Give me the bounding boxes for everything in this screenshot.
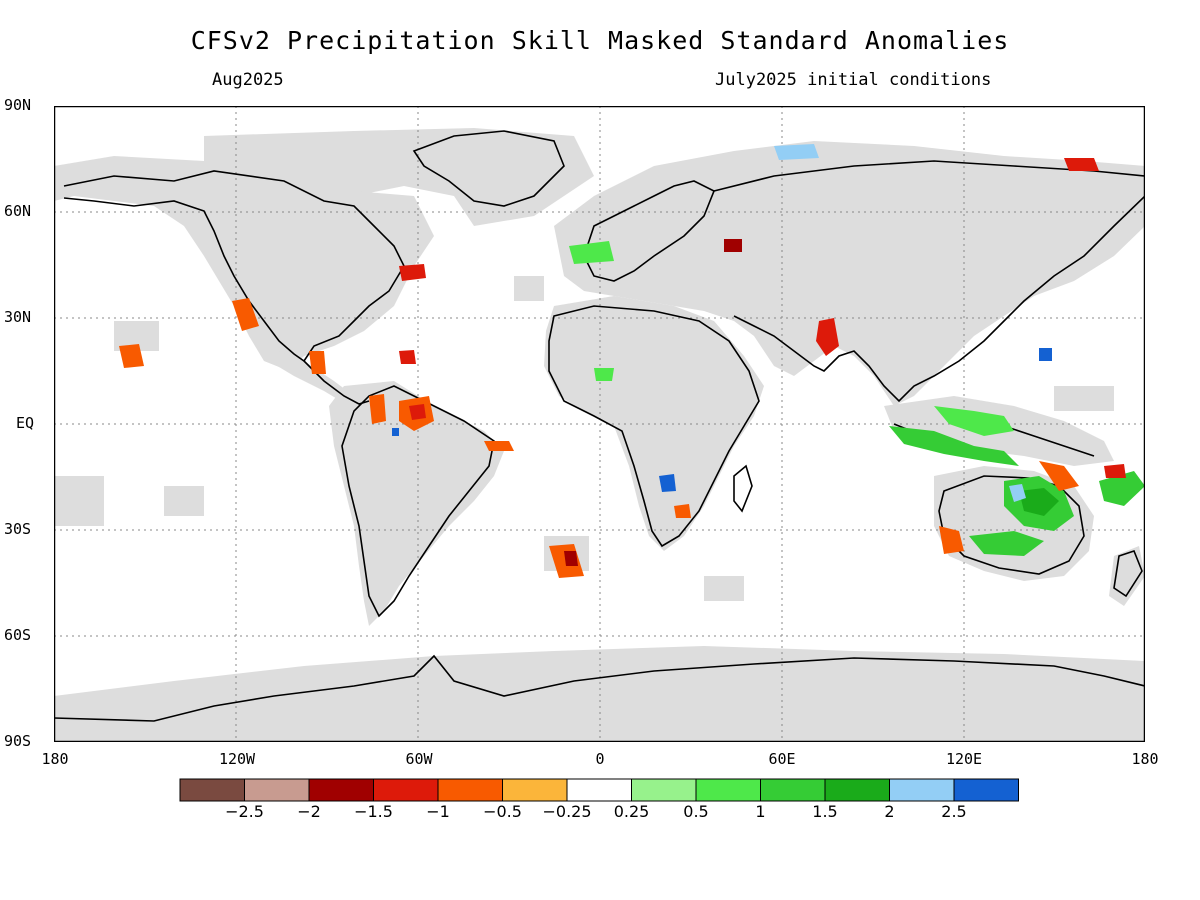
- map-title: CFSv2 Precipitation Skill Masked Standar…: [190, 26, 1010, 55]
- lon-label-60e: 60E: [768, 750, 796, 768]
- colorbar-swatch: [631, 778, 697, 802]
- masked-patch: [514, 276, 544, 301]
- anomaly-patch-positive: [889, 426, 1019, 466]
- lat-label-90n: 90N: [4, 96, 32, 114]
- lon-label-180e: 180: [1131, 750, 1159, 768]
- colorbar-label: 2: [884, 802, 895, 821]
- anomaly-patch-positive: [594, 368, 614, 381]
- anomaly-patch-positive: [1019, 488, 1059, 516]
- colorbar-swatch: [695, 778, 761, 802]
- colorbar-swatch: [308, 778, 374, 802]
- initial-conditions: July2025 initial conditions: [715, 70, 992, 90]
- lon-label-0: 0: [595, 750, 605, 768]
- anomaly-patch-wet: [392, 428, 399, 436]
- colorbar-label: −2: [297, 802, 321, 821]
- coast-antarctica: [54, 654, 1145, 722]
- colorbar-label: −1.5: [354, 802, 393, 821]
- colorbar-swatch: [179, 778, 245, 802]
- anomaly-patch-negative: [939, 526, 964, 554]
- anomaly-patch-negative: [816, 318, 839, 356]
- colorbar-swatch: [502, 778, 568, 802]
- anomaly-patch-wet: [1009, 484, 1026, 502]
- anomaly-patch-negative: [1039, 461, 1079, 491]
- masked-south-america: [329, 381, 504, 626]
- lon-label-120w: 120W: [218, 750, 256, 768]
- colorbar-label: −2.5: [225, 802, 264, 821]
- colorbar-label: −0.5: [483, 802, 522, 821]
- colorbar-swatch: [824, 778, 890, 802]
- anomaly-patch-dry: [659, 474, 676, 492]
- map-frame: [54, 106, 1145, 742]
- anomaly-patch-negative: [484, 441, 514, 451]
- forecast-month: Aug2025: [212, 70, 284, 90]
- anomaly-patch-positive: [569, 241, 614, 264]
- lat-label-90s: 90S: [4, 732, 32, 750]
- coast-south-america: [341, 385, 495, 618]
- anomaly-patch-negative: [399, 264, 426, 281]
- colorbar-label: 2.5: [941, 802, 967, 821]
- colorbar-swatch: [437, 778, 503, 802]
- colorbar-swatch: [953, 778, 1019, 802]
- coast-africa: [548, 305, 760, 548]
- masked-arctic: [204, 128, 594, 226]
- colorbar-label: 1: [755, 802, 766, 821]
- colorbar: [179, 778, 1019, 802]
- coast-north-america: [63, 170, 405, 363]
- anomaly-patch-negative: [232, 298, 259, 331]
- global-anomaly-map: [54, 106, 1145, 742]
- colorbar-label: 0.25: [613, 802, 650, 821]
- masked-north-america: [54, 156, 434, 371]
- colorbar-label: −1: [426, 802, 450, 821]
- anomaly-patch-negative: [119, 344, 144, 368]
- masked-eurasia: [554, 141, 1145, 406]
- anomaly-patch-positive: [934, 406, 1014, 436]
- colorbar-label: −0.25: [542, 802, 592, 821]
- anomaly-patch-negative: [1104, 464, 1126, 478]
- lon-label-120e: 120E: [945, 750, 983, 768]
- anomaly-patch-negative: [309, 351, 326, 374]
- anomaly-patch-negative: [369, 394, 386, 424]
- colorbar-label: 0.5: [683, 802, 709, 821]
- anomaly-patches: [119, 144, 1145, 578]
- colorbar-swatch: [889, 778, 955, 802]
- lat-label-60s: 60S: [4, 626, 32, 644]
- masked-patch: [704, 576, 744, 601]
- anomaly-patch-negative: [399, 350, 416, 364]
- colorbar-swatch: [373, 778, 439, 802]
- lat-label-eq: EQ: [16, 414, 35, 432]
- coast-greenland: [412, 130, 565, 207]
- lat-label-30s: 30S: [4, 520, 32, 538]
- anomaly-patch-strong-negative: [724, 239, 742, 252]
- lon-label-60w: 60W: [405, 750, 433, 768]
- anomaly-patch-negative: [1064, 158, 1099, 171]
- anomaly-patch-wet: [774, 144, 819, 160]
- lon-label-180w: 180: [41, 750, 69, 768]
- anomaly-patch-negative: [674, 504, 691, 518]
- masked-patch: [1054, 386, 1114, 411]
- colorbar-swatch: [566, 778, 632, 802]
- colorbar-label: 1.5: [812, 802, 838, 821]
- colorbar-swatch: [760, 778, 826, 802]
- masked-patch: [164, 486, 204, 516]
- coast-new-zealand: [1113, 550, 1143, 598]
- coast-madagascar: [733, 464, 753, 513]
- anomaly-patch-negative: [409, 404, 426, 420]
- anomaly-patch-positive: [1099, 471, 1145, 506]
- lat-label-30n: 30N: [4, 308, 32, 326]
- anomaly-patch-wet: [1039, 348, 1052, 361]
- anomaly-patch-positive: [969, 531, 1044, 556]
- masked-patch: [54, 476, 104, 526]
- anomaly-patch-negative: [564, 551, 578, 566]
- lat-label-60n: 60N: [4, 202, 32, 220]
- colorbar-swatch: [244, 778, 310, 802]
